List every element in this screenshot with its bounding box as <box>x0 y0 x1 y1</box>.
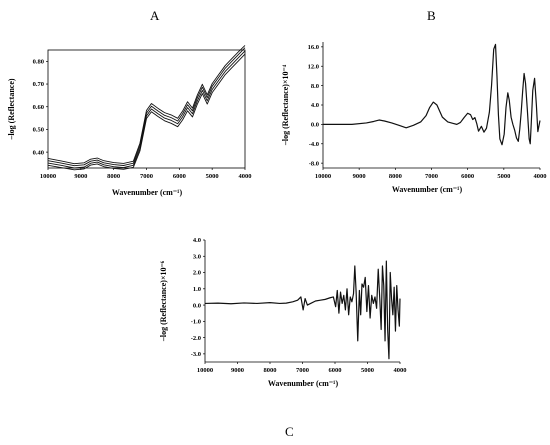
chart-c-ylabel: –log (Reflectance)×10⁻⁶ <box>159 260 168 342</box>
chart-c-xtick-label: 6000 <box>329 367 342 374</box>
chart-b-xtick-label: 10000 <box>315 173 331 180</box>
chart-b-xlabel: Wavenumber (cm⁻¹) <box>392 185 463 194</box>
chart-c-ytick-label: 2.0 <box>193 270 201 277</box>
chart-c-ytick-label: 4.0 <box>193 237 201 244</box>
chart-b-xtick-label: 5000 <box>497 173 510 180</box>
chart-b-xtick-label: 9000 <box>353 173 366 180</box>
chart-c-ytick-label: -1.0 <box>191 319 201 326</box>
chart-a-series-line <box>47 53 246 171</box>
chart-a-xtick-label: 5000 <box>206 173 219 180</box>
panel-label-a: A <box>150 8 160 23</box>
chart-b-ytick-label: -8.0 <box>309 160 319 167</box>
chart-b-xtick-label: 8000 <box>389 173 402 180</box>
chart-c-ytick-label: 0.0 <box>193 302 201 309</box>
chart-a-ytick-label: 0.80 <box>33 59 44 66</box>
chart-a-xtick-label: 10000 <box>40 173 56 180</box>
chart-a-ytick-label: 0.40 <box>33 149 44 156</box>
chart-b-xtick-label: 7000 <box>425 173 438 180</box>
chart-a-plot: 0.40 0.50 0.60 0.70 0.80 10000 9000 8000 7000 600… <box>7 45 252 197</box>
chart-a-series-line <box>47 47 246 167</box>
chart-c-xtick-label: 4000 <box>394 367 407 374</box>
chart-a-ytick-label: 0.60 <box>33 104 44 111</box>
chart-a-ylabel: –log (Reflectance) <box>7 78 16 140</box>
chart-b-ytick-label: 16.0 <box>308 44 319 51</box>
chart-c-ytick-label: -2.0 <box>191 335 201 342</box>
chart-b-ylabel: –log (Reflectance)×10⁻⁴ <box>281 64 290 146</box>
chart-b-ytick-label: 12.0 <box>308 63 319 70</box>
chart-a-frame <box>47 49 246 169</box>
chart-c-ytick-label: 1.0 <box>193 286 201 293</box>
chart-b-xtick-label: 6000 <box>461 173 474 180</box>
chart-c-xtick-label: 8000 <box>264 367 277 374</box>
chart-b-ytick-label: -4.0 <box>309 141 319 148</box>
chart-c-xtick-label: 10000 <box>197 367 213 374</box>
panel-label-c: C <box>285 424 294 439</box>
chart-c-xtick-label: 7000 <box>296 367 309 374</box>
chart-c-ytick-label: -3.0 <box>191 351 201 358</box>
chart-c-series-line <box>204 260 401 360</box>
chart-b-plot: -8.0 -4.0 0.0 4.0 8.0 12.0 16.0 10000 9000 8000 70… <box>281 42 547 194</box>
chart-a-series-line <box>47 50 246 169</box>
chart-a-ytick-label: 0.50 <box>33 127 44 134</box>
panel-label-b: B <box>427 8 436 23</box>
chart-b-xtick-label: 4000 <box>534 173 547 180</box>
chart-c-plot: -3.0 -2.0 -1.0 0.0 1.0 2.0 3.0 4.0 10000 9000 8000… <box>159 237 407 388</box>
chart-b-ytick-label: 8.0 <box>311 83 319 90</box>
chart-a-xtick-label: 4000 <box>239 173 252 180</box>
chart-c-xlabel: Wavenumber (cm⁻¹) <box>268 379 339 388</box>
chart-a-ytick-label: 0.70 <box>33 81 44 88</box>
chart-a-xtick-label: 9000 <box>74 173 87 180</box>
chart-a-xtick-label: 7000 <box>140 173 153 180</box>
chart-c-xtick-label: 9000 <box>231 367 244 374</box>
chart-b-series-line <box>323 43 541 146</box>
chart-a-xlabel: Wavenumber (cm⁻¹) <box>112 188 183 197</box>
chart-b-ytick-label: 4.0 <box>311 102 319 109</box>
chart-c-ytick-label: 3.0 <box>193 253 201 260</box>
chart-a-xtick-label: 8000 <box>107 173 120 180</box>
chart-a-xtick-label: 6000 <box>173 173 186 180</box>
chart-a-series-line <box>47 45 246 165</box>
chart-c-xtick-label: 5000 <box>361 367 374 374</box>
chart-b-ytick-label: 0.0 <box>311 122 319 129</box>
